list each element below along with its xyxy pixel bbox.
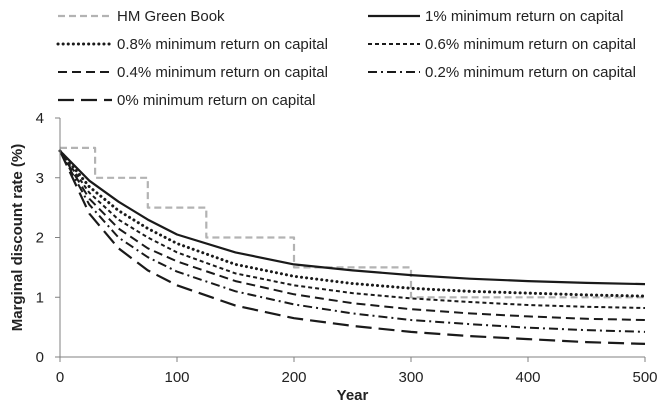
- x-axis-title: Year: [337, 387, 369, 404]
- series-line-4: [59, 150, 646, 321]
- legend-label-3: 0.6% minimum return on capital: [425, 36, 636, 53]
- y-tick-label: 4: [36, 110, 44, 127]
- series-line-2: [58, 149, 647, 298]
- x-tick-label: 300: [398, 369, 423, 386]
- legend-label-4: 0.4% minimum return on capital: [117, 64, 328, 81]
- legend-label-1: 1% minimum return on capital: [425, 8, 623, 25]
- y-tick-label: 0: [36, 349, 44, 366]
- y-tick-label: 2: [36, 230, 44, 247]
- y-tick-label: 1: [36, 289, 44, 306]
- legend-label-5: 0.2% minimum return on capital: [425, 64, 636, 81]
- series-line-5: [59, 150, 646, 333]
- legend-label-2: 0.8% minimum return on capital: [117, 36, 328, 53]
- y-axis-title: Marginal discount rate (%): [9, 144, 26, 332]
- x-tick-label: 100: [164, 369, 189, 386]
- series-line-3: [59, 150, 646, 309]
- series-line-1: [59, 150, 646, 286]
- x-tick-label: 400: [515, 369, 540, 386]
- legend-label-6: 0% minimum return on capital: [117, 92, 315, 109]
- x-tick-label: 0: [56, 369, 64, 386]
- series-line-6: [59, 150, 646, 345]
- legend-label-0: HM Green Book: [117, 8, 225, 25]
- axes: 0 1 2 3 4 0 100 200 300 400 500 Year Marginal discou…: [9, 110, 658, 404]
- plot-area: [58, 146, 647, 345]
- legend: HM Green Book 1% minimum return on capita…: [56, 8, 636, 109]
- series-line-0: [60, 146, 645, 299]
- x-tick-label: 500: [632, 369, 657, 386]
- x-tick-label: 200: [281, 369, 306, 386]
- y-tick-label: 3: [36, 170, 44, 187]
